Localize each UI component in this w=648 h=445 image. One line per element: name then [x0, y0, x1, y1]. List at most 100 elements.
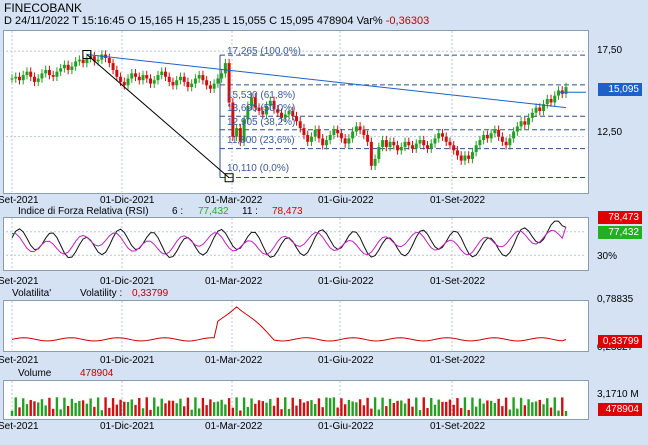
volume-bar-141	[538, 399, 541, 416]
volume-bar-83	[321, 407, 324, 416]
volume-bar-24	[100, 410, 104, 416]
volume-bar-3	[22, 398, 25, 416]
volume-top-label: 3,1710 M	[597, 389, 639, 400]
volume-bar-98	[377, 409, 381, 416]
var-label: Var%	[356, 15, 383, 27]
volume-bar-62	[242, 397, 246, 416]
candle-body-0	[10, 78, 14, 80]
candle-body-125	[478, 140, 482, 146]
volume-bar-4	[25, 404, 29, 416]
volume-bar-130	[497, 398, 500, 416]
candle-body-103	[396, 145, 400, 151]
volume-bar-147	[561, 397, 564, 416]
candle-body-34	[137, 76, 141, 81]
rsi-x-label-3: 01-Mar-2022	[205, 276, 263, 287]
candle-body-113	[433, 138, 437, 144]
volatility-top-label: 0,78835	[597, 294, 634, 305]
rsi-11-line	[11, 226, 567, 256]
rsi-x-label-2: 01-Dic-2021	[100, 276, 155, 287]
volume-bar-133	[508, 409, 512, 416]
volume-bar-78	[302, 402, 306, 416]
volume-bar-28	[115, 404, 119, 416]
candle-body-35	[141, 75, 145, 81]
candle-body-67	[261, 111, 265, 115]
rsi-6-label: 6 :	[172, 206, 184, 217]
candle-body-145	[553, 95, 557, 103]
volume-bar-131	[501, 406, 504, 416]
close-value: C 15,095	[269, 15, 314, 27]
volume-bar-90	[347, 399, 351, 416]
volume-bar-123	[471, 397, 474, 416]
volume-bar-138	[527, 399, 530, 416]
volume-bar-119	[456, 398, 459, 416]
rsi-11-tag: 78,473	[598, 211, 642, 224]
low-value: L 15,055	[223, 15, 267, 27]
fib-label-236: 11,800 (23,6%)	[227, 135, 295, 146]
volume-bar-46	[182, 406, 186, 416]
candle-body-27	[111, 63, 115, 70]
fib-label-618: 15,530 (61,8%)	[227, 90, 296, 101]
candle-body-66	[257, 107, 261, 111]
candle-body-56	[220, 73, 224, 79]
date-value: D 24/11/2022	[4, 15, 70, 27]
volume-bar-114	[437, 399, 440, 416]
candle-body-137	[523, 121, 527, 125]
x-label-2: 01-Dic-2021	[100, 195, 155, 206]
rsi-tick-30: 30%	[597, 251, 618, 262]
candle-body-60	[235, 128, 239, 137]
candle-body-124	[474, 145, 478, 153]
candle-body-48	[190, 83, 194, 88]
volume-last-value: 478904	[80, 368, 114, 379]
candle-body-106	[407, 141, 411, 146]
candle-body-88	[339, 133, 343, 139]
rsi-6-value: 77,432	[198, 206, 229, 217]
candle-body-6	[32, 76, 36, 82]
candle-body-75	[291, 111, 295, 117]
candle-body-89	[343, 138, 347, 144]
candle-body-40	[160, 71, 164, 76]
volume-bar-14	[63, 397, 66, 416]
candle-body-51	[201, 75, 205, 81]
candle-body-53	[208, 85, 212, 89]
volume-bar-1	[14, 397, 17, 416]
vol-x-label-2: 01-Dic-2021	[100, 355, 155, 366]
price-tick-1: 17,50	[597, 45, 623, 56]
volume-x-label-2: 01-Dic-2021	[100, 421, 155, 432]
volume-bar-21	[89, 398, 92, 416]
volume-bar-95	[366, 397, 369, 416]
volume-bar-85	[328, 398, 332, 416]
volatility-panel[interactable]	[3, 300, 589, 352]
candle-body-114	[437, 133, 441, 139]
vol-x-label-1: Set-2021	[0, 355, 39, 366]
volume-bar-26	[108, 407, 111, 416]
candle-body-1	[14, 76, 18, 79]
volume-bar-99	[381, 397, 384, 416]
candle-body-17	[74, 61, 78, 67]
volume-bar-23	[96, 397, 100, 416]
candle-body-134	[512, 131, 516, 139]
volume-bar-68	[265, 402, 268, 416]
candle-body-135	[515, 126, 519, 132]
candle-body-84	[324, 140, 328, 146]
volume-bar-121	[463, 397, 467, 416]
volume-bar-0	[10, 410, 14, 416]
volume-bar-56	[220, 399, 223, 416]
volume-bar-139	[531, 402, 534, 416]
candle-body-47	[186, 81, 190, 88]
volume-bar-93	[358, 399, 362, 416]
volume-bar-94	[362, 405, 366, 416]
volume-x-label-4: 01-Giu-2022	[318, 421, 374, 432]
candle-body-91	[351, 131, 355, 139]
volume-bar-16	[70, 398, 74, 416]
volume-bar-11	[51, 408, 55, 416]
volume-bar-43	[171, 400, 175, 416]
volume-bar-126	[482, 403, 485, 416]
candle-body-33	[134, 73, 138, 77]
volume-bar-110	[422, 397, 425, 416]
candle-body-68	[265, 105, 269, 115]
candle-body-71	[276, 109, 280, 113]
volume-bar-8	[40, 399, 44, 416]
volume-bar-103	[396, 400, 399, 416]
rsi-panel[interactable]	[3, 217, 589, 271]
